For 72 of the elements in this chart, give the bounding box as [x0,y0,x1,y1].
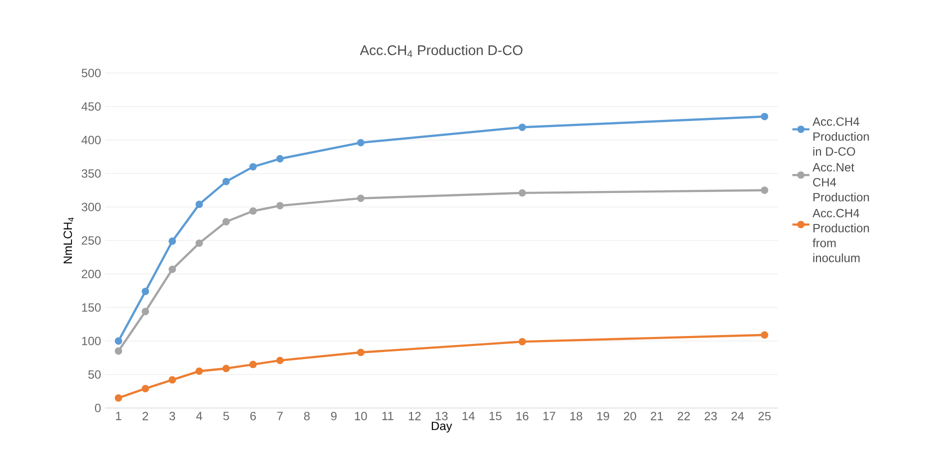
x-tick-label: 22 [678,412,690,420]
y-tick-label: 300 [82,202,101,212]
point [222,218,230,226]
point [276,155,284,162]
x-tick-label: 11 [382,412,394,420]
x-tick-label: 20 [624,412,636,420]
point [168,376,176,384]
x-tick-label: 4 [196,412,202,420]
point [357,138,364,146]
x-tick-label: 9 [331,412,337,420]
x-tick-label: 7 [277,412,283,420]
point [114,337,122,345]
x-tick-label: 15 [490,412,502,420]
point [276,356,284,364]
point [196,200,203,208]
x-tick-label: 23 [704,412,717,420]
y-tick-label: 150 [82,303,101,312]
point [142,308,150,316]
chart-title: Acc.CH$_{4}$ Production D-CO [360,44,522,58]
legend-label: Acc.Net CH4 Production [812,163,869,202]
point [142,288,150,296]
y-tick-label: 100 [82,336,101,346]
x-tick-label: 8 [304,412,310,420]
point [518,124,526,131]
x-tick-label: 17 [543,412,556,420]
x-tick-label: 1 [116,412,122,420]
y-axis-title: NmLCH$_{4}$ [64,218,74,264]
point [518,189,526,197]
x-tick-label: 3 [169,412,176,420]
point [196,239,203,247]
point [142,384,150,392]
x-tick-label: 10 [355,412,367,420]
x-axis-title: Day [432,422,452,433]
y-tick-label: 0 [94,404,101,412]
point [168,266,176,274]
y-tick-label: 250 [82,236,101,245]
point [249,207,257,215]
point [357,194,364,202]
x-tick-label: 12 [408,412,421,420]
x-tick-label: 18 [570,412,582,420]
point [760,112,768,120]
legend-label: Acc.CH4 Production from inoculum [812,208,869,262]
x-tick-label: 13 [436,412,448,420]
legend-label: Acc.CH4 Production in D-CO [812,117,869,156]
x-tick-label: 14 [462,412,475,420]
x-tick-label: 21 [650,412,663,420]
point [518,338,526,346]
x-tick-label: 5 [223,412,229,420]
point [114,394,122,402]
y-tick-label: 200 [82,270,101,278]
x-tick-label: 19 [597,412,610,420]
point [196,367,203,375]
y-tick-label: 350 [82,169,101,178]
point [222,178,230,186]
x-tick-label: 2 [142,412,148,420]
y-tick-label: 450 [81,102,101,111]
y-tick-label: 400 [81,136,101,144]
x-tick-label: 16 [516,412,528,420]
point [249,163,257,170]
point [168,237,176,245]
point [357,348,364,356]
point [760,186,768,194]
y-tick-label: 50 [88,370,101,379]
point [114,347,122,355]
x-tick-label: 25 [758,412,771,420]
point [760,331,768,339]
x-tick-label: 24 [732,412,744,420]
y-tick-label: 500 [82,68,101,78]
point [222,364,230,372]
point [249,360,257,368]
x-tick-label: 6 [250,412,256,420]
point [276,202,284,210]
